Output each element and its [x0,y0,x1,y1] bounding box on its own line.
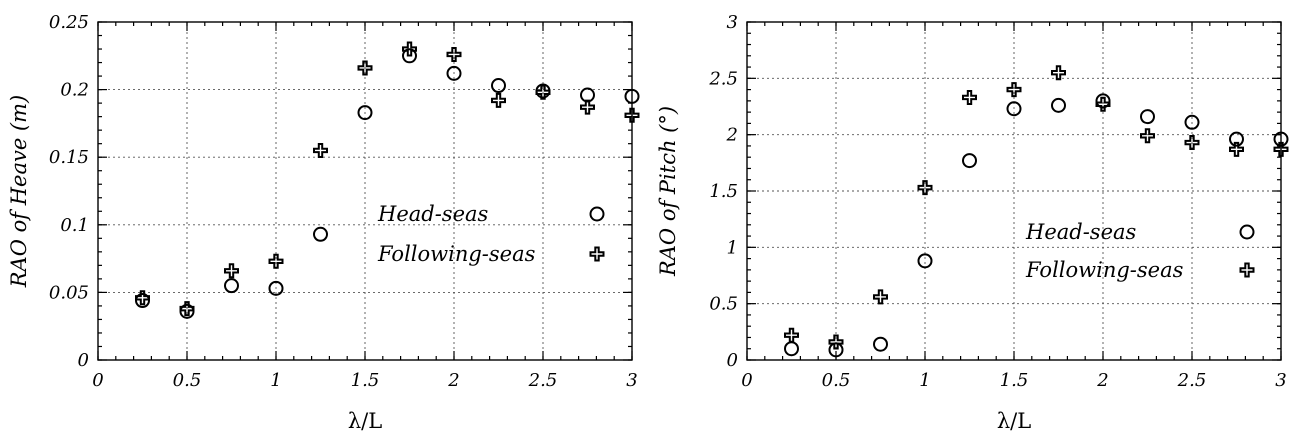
series-circle [135,48,640,319]
legend-marker-plus [1239,262,1255,278]
x-axis-label: λ/L [348,409,382,433]
data-point-circle [962,153,977,169]
x-tick-label: 0.5 [173,370,202,391]
data-point-plus [917,180,933,196]
data-point-circle [580,87,595,103]
data-point-circle [135,293,150,309]
y-tick-label: 0.25 [49,12,89,33]
x-tick-label: 1 [270,370,281,391]
data-point-plus [873,289,888,305]
y-tick-label: 0.5 [709,294,738,315]
data-point-plus [1140,128,1155,144]
data-point-circle [446,65,462,81]
legend-label: Head-seas [377,202,489,226]
y-tick-label: 0.05 [49,282,89,303]
y-tick-label: 2 [726,125,738,146]
x-tick-label: 3 [626,370,637,391]
x-axis-label: λ/L [997,409,1031,433]
data-point-plus [179,301,195,317]
plot-frame [97,21,633,361]
y-tick-label: 0.2 [60,80,89,101]
x-tick-label: 2.5 [528,370,558,391]
data-point-circle [268,280,284,296]
data-point-circle [224,278,239,294]
y-tick-label: 1 [727,237,738,258]
data-point-plus [1051,65,1066,81]
y-tick-label: 0.15 [49,147,89,168]
chart-2: 0 0.5 1 1.5 2 2.5 3 0 0.5 1 1.5 2 2.5 3 λ/L RAO of Pitc… [656,12,1289,433]
x-tick-label: 1.5 [351,370,380,391]
x-tick-label: 3 [1275,370,1286,391]
legend-label: Head-seas [1025,220,1137,244]
y-tick-label: 0 [78,350,89,371]
data-point-plus [624,107,640,123]
series-plus [135,41,640,317]
legend-marker-circle [1239,224,1255,240]
data-point-circle [1229,131,1244,147]
data-point-plus [357,60,373,76]
x-tick-label: 0 [741,370,752,391]
legend-marker-plus [589,246,605,262]
data-point-circle [402,48,417,64]
data-point-circle [491,78,506,94]
x-tick-label: 1 [919,370,930,391]
series-circle [784,93,1289,358]
y-tick-label: 0 [727,350,738,371]
data-point-plus [491,92,506,108]
x-tick-label: 0.5 [822,370,851,391]
legend-label: Following-seas [377,242,536,266]
data-point-plus [828,334,844,350]
x-tick-label: 2 [447,370,459,391]
data-point-plus [580,99,595,115]
data-point-circle [1006,101,1022,117]
y-axis-label: RAO of Pitch (°) [656,106,680,277]
y-tick-label: 3 [727,12,738,33]
data-point-circle [313,226,328,242]
y-axis-label: RAO of Heave (m) [7,95,31,289]
data-point-circle [179,303,195,319]
data-point-circle [357,105,373,121]
data-point-circle [873,336,888,352]
plot-frame [746,21,1282,361]
data-point-plus [313,142,328,158]
x-tick-label: 2 [1096,370,1108,391]
y-tick-label: 2.5 [708,68,738,89]
y-tick-label: 0.1 [60,215,89,236]
legend-marker-circle [589,206,605,222]
data-point-circle [1095,93,1111,109]
data-point-plus [1095,96,1111,112]
data-point-plus [135,290,150,306]
data-point-plus [268,253,284,269]
data-point-plus [1229,141,1244,157]
legend-label: Following-seas [1025,258,1184,282]
legend: Head-seas Following-seas [377,202,605,266]
data-point-plus [1006,82,1022,98]
y-tick-label: 1.5 [709,181,738,202]
data-point-circle [828,342,844,358]
data-point-circle [917,253,933,269]
x-tick-label: 2.5 [1177,370,1207,391]
data-point-circle [1140,109,1155,125]
data-point-plus [1273,141,1289,157]
data-point-circle [1184,114,1200,130]
x-tick-label: 0 [92,370,103,391]
data-point-plus [962,89,977,105]
chart-1: 0 0.5 1 1.5 2 2.5 3 0 0.05 0.1 0.15 0.2 0.25 λ/L RAO o… [7,12,640,433]
series-plus [784,65,1289,350]
data-point-circle [784,341,799,357]
data-point-plus [784,327,799,343]
data-point-plus [402,41,417,57]
data-point-plus [224,263,239,279]
data-point-circle [1273,131,1289,147]
data-point-circle [1051,97,1066,113]
data-point-plus [535,84,551,100]
legend: Head-seas Following-seas [1025,220,1255,282]
x-tick-label: 1.5 [1000,370,1029,391]
data-point-plus [1184,135,1200,151]
data-point-circle [624,88,640,104]
data-point-plus [446,46,462,62]
